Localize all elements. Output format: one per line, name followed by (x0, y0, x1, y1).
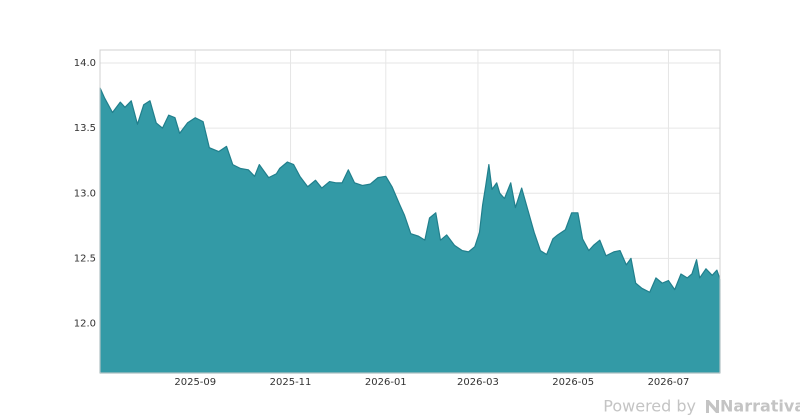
x-tick-label: 2026-03 (457, 377, 499, 388)
x-tick-label: 2026-05 (552, 377, 594, 388)
area (99, 87, 721, 374)
y-tick-label: 14.0 (74, 58, 96, 69)
x-tick-label: 2025-11 (270, 377, 312, 388)
watermark-brand: Narrativa (720, 397, 800, 416)
y-tick-label: 13.0 (74, 188, 96, 199)
y-tick-label: 12.5 (74, 253, 96, 264)
x-tick-label: 2026-07 (648, 377, 690, 388)
watermark-prefix: Powered by (603, 397, 696, 416)
x-tick-label: 2026-01 (365, 377, 407, 388)
y-tick-label: 13.5 (74, 123, 96, 134)
watermark-logo (706, 400, 719, 413)
x-tick-label: 2025-09 (174, 377, 216, 388)
y-tick-label: 12.0 (74, 319, 96, 330)
plot-frame (99, 49, 721, 374)
